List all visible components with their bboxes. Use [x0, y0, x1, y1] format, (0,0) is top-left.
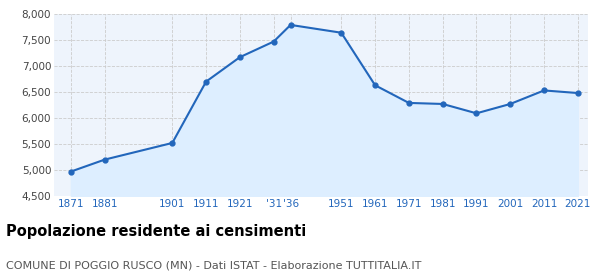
Text: Popolazione residente ai censimenti: Popolazione residente ai censimenti — [6, 224, 306, 239]
Text: COMUNE DI POGGIO RUSCO (MN) - Dati ISTAT - Elaborazione TUTTITALIA.IT: COMUNE DI POGGIO RUSCO (MN) - Dati ISTAT… — [6, 260, 421, 270]
